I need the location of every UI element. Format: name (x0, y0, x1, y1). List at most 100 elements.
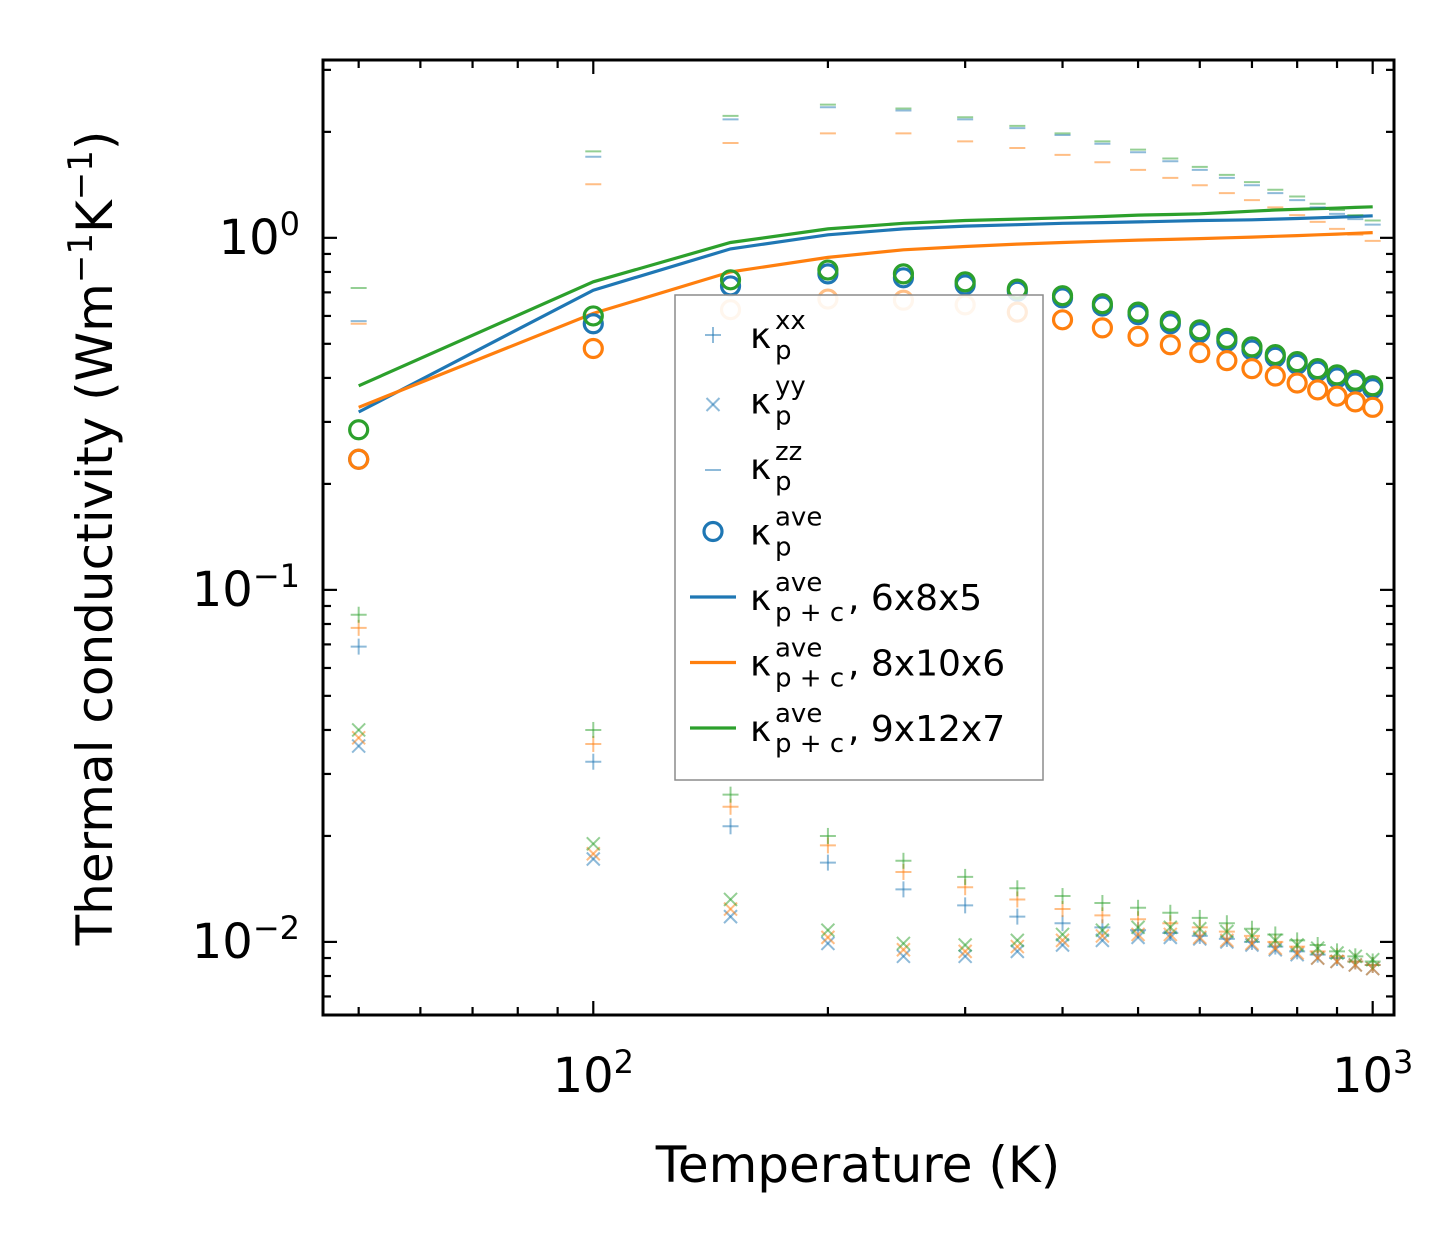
kyy-point (1095, 933, 1110, 948)
kxx-point (957, 868, 974, 885)
kave-point (1189, 342, 1211, 364)
kave-point (1307, 358, 1329, 380)
legend-label: κ (750, 644, 771, 685)
legend-label: κ (750, 316, 771, 357)
legend-label: κ (750, 578, 771, 619)
axis-ticks: 102 103 10−2 10−1 100 (192, 60, 1413, 1104)
kyy-point (1244, 928, 1260, 944)
kyy-point (1055, 933, 1070, 948)
legend-label-tail: , 8x10x6 (848, 644, 1005, 685)
kyy-point (1010, 944, 1025, 959)
kyy-point (1130, 927, 1146, 942)
kyy-point (1163, 927, 1178, 942)
y-tick-label: 100 (219, 205, 300, 266)
legend-entry: κ xxp (705, 306, 806, 366)
kave-point (1091, 293, 1113, 315)
kxx-point (1094, 894, 1111, 911)
kyy-point (1365, 952, 1380, 967)
kxx-point (1054, 915, 1071, 932)
legend-label-sub: p + c (775, 729, 844, 759)
kyy-point (1310, 940, 1325, 956)
kyy-point (586, 851, 601, 867)
kyy-point (1095, 922, 1110, 938)
kave-point (1286, 372, 1308, 394)
kxx-point (819, 854, 836, 871)
kyy-point (1329, 945, 1345, 961)
kxx-point (895, 881, 912, 898)
kave-point (1216, 349, 1238, 372)
kyy-point (1130, 920, 1146, 935)
kave-point (582, 337, 604, 360)
kxx-point (1162, 904, 1179, 921)
legend-entry: κ yyp (705, 372, 806, 432)
kyy-point (1055, 927, 1070, 942)
kxx-point (1309, 937, 1326, 954)
kxx-point (957, 897, 974, 914)
kxx-point (1364, 953, 1381, 970)
kxx-point (1009, 880, 1026, 897)
kxx-point (350, 606, 367, 623)
legend-cross-icon (705, 397, 721, 412)
kyy-point (957, 949, 973, 964)
legend-label-sup: ave (775, 634, 822, 664)
legend-label: κ (750, 709, 771, 750)
kave-point (1264, 365, 1286, 387)
legend-label: κ (750, 513, 771, 554)
kave-point (1127, 301, 1149, 323)
legend-plus-icon (705, 327, 721, 343)
kave-point (1159, 310, 1181, 332)
kxx-point (1130, 899, 1147, 916)
kyy-point (1055, 937, 1070, 953)
y-tick-label: 10−1 (192, 557, 300, 618)
legend-label: κ (750, 382, 771, 423)
kxx-point (585, 721, 602, 738)
data-marks (348, 103, 1384, 976)
kxx-point (1191, 909, 1208, 926)
legend-label-sub: p (775, 402, 792, 432)
kyy-point (896, 949, 911, 964)
kave-point (1264, 343, 1286, 366)
kyy-point (586, 836, 601, 851)
y-axis-label: Thermal conductivity (Wm−1K−1) (61, 131, 124, 947)
kyy-point (1192, 921, 1207, 936)
kyy-point (723, 892, 738, 907)
kyy-point (1219, 934, 1235, 950)
legend-label-sup: yy (775, 372, 806, 402)
kave-point (719, 269, 742, 291)
kyy-point (1268, 933, 1283, 948)
x-tick-label: 102 (553, 1043, 634, 1104)
kxx-point (1218, 915, 1235, 932)
kave-point (1051, 285, 1074, 307)
legend-label-sup: ave (775, 503, 822, 533)
kave-point (1216, 327, 1238, 350)
legend-label-tail: , 9x12x7 (848, 709, 1005, 750)
y-tick-label: 10−2 (192, 909, 300, 970)
kyy-point (957, 944, 973, 959)
kxx-point (1054, 888, 1071, 905)
legend-label-sub: p (775, 336, 792, 366)
kave-point (348, 419, 370, 441)
kxx-point (585, 735, 602, 752)
legend-circle-icon (702, 520, 724, 543)
kxx-point (722, 818, 739, 835)
kxx-point (895, 852, 912, 869)
kave-point (1091, 317, 1113, 339)
kave-point (1127, 325, 1149, 347)
legend-label-sup: zz (775, 437, 802, 467)
legend-entry: κ zzp (705, 437, 802, 497)
kyy-point (1095, 928, 1110, 944)
legend-label-sup: xx (775, 306, 806, 336)
legend-label-sup: ave (775, 699, 822, 729)
kave-point (582, 305, 604, 327)
kpc-line-9x12x7 (358, 205, 1373, 388)
kxx-point (1329, 943, 1346, 960)
kxx-point (585, 753, 602, 770)
kyy-point (1289, 937, 1305, 953)
kxx-point (1009, 908, 1026, 925)
legend-label-tail: , 6x8x5 (848, 578, 982, 619)
kave-point (1362, 375, 1384, 397)
kyy-point (820, 936, 836, 951)
kave-point (348, 448, 370, 470)
